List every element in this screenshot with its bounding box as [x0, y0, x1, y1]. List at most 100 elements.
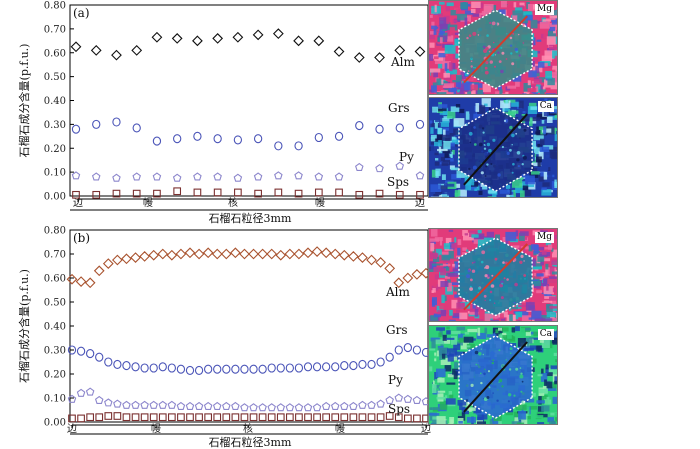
data-point-grs	[394, 345, 403, 355]
data-point-py	[349, 401, 358, 411]
data-point-sps	[294, 189, 303, 198]
data-point-py	[240, 403, 249, 412]
data-point-sps	[376, 413, 385, 422]
data-point-py	[258, 403, 267, 412]
data-point-sps	[274, 188, 283, 197]
data-point-alm	[375, 257, 386, 268]
data-point-grs	[294, 141, 303, 151]
data-point-py	[395, 161, 405, 170]
data-point-sps	[95, 413, 104, 422]
data-point-py	[358, 400, 367, 409]
series-label-grs: Grs	[386, 323, 407, 337]
data-point-alm	[193, 248, 205, 260]
series-grs	[71, 117, 425, 151]
data-point-grs	[334, 131, 344, 141]
position-label: 核	[228, 196, 238, 209]
data-point-alm	[192, 35, 203, 47]
data-point-py	[403, 394, 413, 403]
element-map-ca-a: Ca	[428, 97, 558, 198]
data-point-sps	[140, 413, 149, 422]
data-point-alm	[121, 253, 132, 265]
data-point-sps	[153, 189, 161, 198]
data-point-sps	[173, 187, 182, 196]
data-point-sps	[104, 412, 113, 420]
position-label: 边	[415, 197, 425, 209]
data-point-py	[112, 173, 121, 182]
data-point-py	[193, 172, 202, 181]
data-point-sps	[267, 413, 276, 422]
data-point-py	[312, 403, 322, 412]
data-point-sps	[113, 412, 122, 420]
data-point-alm	[111, 49, 122, 61]
y-tick-label: 0.70	[44, 24, 66, 35]
data-point-alm	[84, 277, 96, 289]
data-point-grs	[274, 141, 283, 151]
data-point-grs	[194, 365, 204, 375]
y-axis-label: 石榴石成分含量(p.f.u.)	[17, 269, 31, 383]
data-point-sps	[313, 413, 321, 422]
data-point-grs	[322, 362, 331, 372]
data-point-grs	[76, 346, 86, 356]
data-point-sps	[122, 413, 131, 422]
data-point-alm	[272, 28, 284, 40]
data-point-grs	[104, 357, 113, 367]
y-tick-label: 0.60	[44, 48, 66, 59]
series-label-py: Py	[388, 373, 403, 387]
panel-label: (b)	[73, 231, 90, 245]
data-point-py	[249, 403, 258, 412]
plot-frame	[69, 4, 429, 197]
data-point-py	[355, 162, 364, 171]
data-point-grs	[167, 363, 176, 373]
data-point-grs	[92, 119, 101, 129]
data-point-py	[185, 401, 195, 411]
data-point-py	[285, 403, 295, 412]
data-point-alm	[148, 249, 160, 261]
data-point-py	[334, 172, 344, 181]
data-point-sps	[394, 413, 403, 422]
data-point-grs	[412, 345, 422, 355]
data-point-grs	[240, 364, 249, 374]
data-point-sps	[385, 412, 394, 420]
data-point-py	[294, 171, 303, 180]
data-point-grs	[312, 362, 322, 372]
data-point-sps	[403, 414, 412, 423]
data-point-alm	[313, 35, 325, 47]
data-point-alm	[232, 31, 244, 43]
data-point-alm	[275, 249, 287, 261]
data-point-alm	[329, 248, 341, 260]
position-label: 核	[243, 422, 253, 435]
y-tick-label: 0.10	[44, 394, 66, 405]
y-tick-label: 0.40	[44, 322, 66, 333]
data-point-alm	[374, 52, 385, 63]
data-point-py	[113, 399, 122, 408]
data-point-sps	[132, 189, 141, 198]
data-point-py	[172, 173, 182, 182]
data-point-sps	[234, 188, 242, 197]
data-point-py	[203, 401, 213, 411]
y-tick-label: 0.60	[44, 274, 66, 285]
panel-label: (a)	[73, 6, 90, 20]
data-point-py	[274, 171, 283, 180]
data-point-alm	[212, 33, 224, 44]
series-sps	[68, 412, 430, 423]
data-point-alm	[93, 265, 105, 277]
position-label: 幔	[335, 422, 345, 435]
data-point-alm	[338, 249, 350, 261]
data-point-grs	[86, 349, 95, 359]
data-point-alm	[394, 44, 406, 56]
data-point-sps	[213, 188, 222, 197]
data-point-py	[385, 395, 394, 405]
data-point-py	[149, 400, 158, 409]
data-point-py	[132, 172, 141, 181]
data-point-sps	[249, 413, 258, 422]
data-point-grs	[249, 364, 258, 374]
data-point-grs	[258, 364, 267, 374]
position-label: 幔	[315, 196, 325, 209]
data-point-py	[222, 401, 231, 411]
y-tick-label: 0.30	[44, 120, 66, 131]
data-point-sps	[335, 188, 343, 197]
map-image	[429, 326, 557, 424]
series-sps	[72, 187, 424, 199]
y-tick-label: 0.00	[44, 418, 66, 429]
